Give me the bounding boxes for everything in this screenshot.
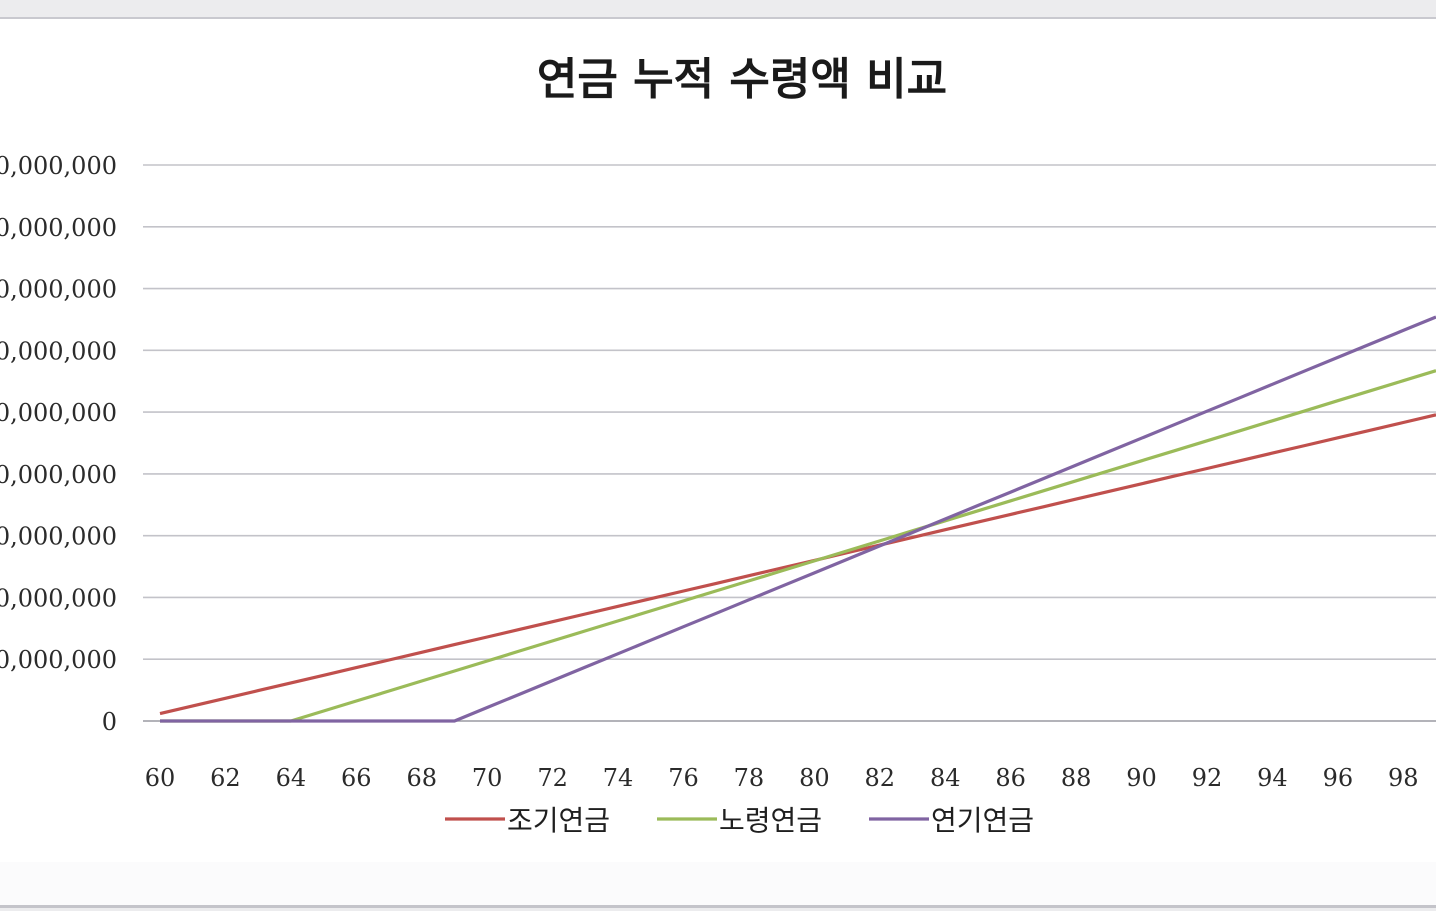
- y-tick-label: 0,000,000: [0, 584, 117, 612]
- y-tick-label: 0,000,000: [0, 214, 117, 242]
- legend-label: 노령연금: [719, 804, 822, 837]
- y-axis-tick-labels: 0 0,000,000 0,000,000 0,000,000 0,000,000 0,0…: [0, 152, 117, 736]
- gridlines: [143, 164, 1436, 722]
- x-tick-label: 98: [1388, 764, 1419, 792]
- x-tick-label: 82: [865, 764, 896, 792]
- y-tick-label: 0,000,000: [0, 276, 117, 304]
- chart-panel: 연금 누적 수령액 비교 0 0,000,000 0,000,000 0,000,00…: [0, 17, 1436, 864]
- x-tick-label: 72: [537, 764, 568, 792]
- y-tick-label: 0,000,000: [0, 399, 117, 427]
- chart-title: 연금 누적 수령액 비교: [537, 54, 947, 105]
- series-line-1: [159, 413, 1436, 716]
- x-tick-label: 88: [1061, 764, 1092, 792]
- line-chart: 연금 누적 수령액 비교 0 0,000,000 0,000,000 0,000,00…: [0, 54, 1436, 837]
- x-tick-label: 70: [472, 764, 503, 792]
- legend: 조기연금 노령연금 연기연금: [445, 804, 1034, 837]
- x-tick-label: 78: [734, 764, 765, 792]
- series-lines: [159, 315, 1436, 723]
- x-tick-label: 60: [145, 764, 176, 792]
- bottom-divider: [0, 905, 1436, 908]
- legend-label: 조기연금: [507, 804, 610, 837]
- x-tick-label: 62: [210, 764, 241, 792]
- y-tick-label: 0,000,000: [0, 337, 117, 365]
- x-axis-tick-labels: 60 62 64 66 68 70 72 74 76 78 80 82 84 86 88 90 92 94 96 98: [145, 764, 1419, 792]
- bottom-strip: [0, 862, 1436, 907]
- x-tick-label: 68: [406, 764, 437, 792]
- x-tick-label: 84: [930, 764, 961, 792]
- legend-label: 연기연금: [931, 804, 1034, 837]
- series-line-3: [160, 315, 1436, 723]
- x-tick-label: 90: [1126, 764, 1157, 792]
- x-tick-label: 92: [1192, 764, 1223, 792]
- x-tick-label: 96: [1323, 764, 1354, 792]
- x-tick-label: 64: [276, 764, 307, 792]
- series-line-2: [160, 369, 1436, 723]
- y-tick-label: 0,000,000: [0, 461, 117, 489]
- y-tick-label: 0,000,000: [0, 523, 117, 551]
- x-tick-label: 74: [603, 764, 634, 792]
- y-tick-label: 0,000,000: [0, 152, 117, 180]
- x-tick-label: 86: [995, 764, 1026, 792]
- y-tick-label: 0,000,000: [0, 646, 117, 674]
- x-tick-label: 66: [341, 764, 372, 792]
- x-tick-label: 94: [1257, 764, 1288, 792]
- y-tick-label: 0: [102, 708, 117, 736]
- x-tick-label: 80: [799, 764, 830, 792]
- x-tick-label: 76: [668, 764, 699, 792]
